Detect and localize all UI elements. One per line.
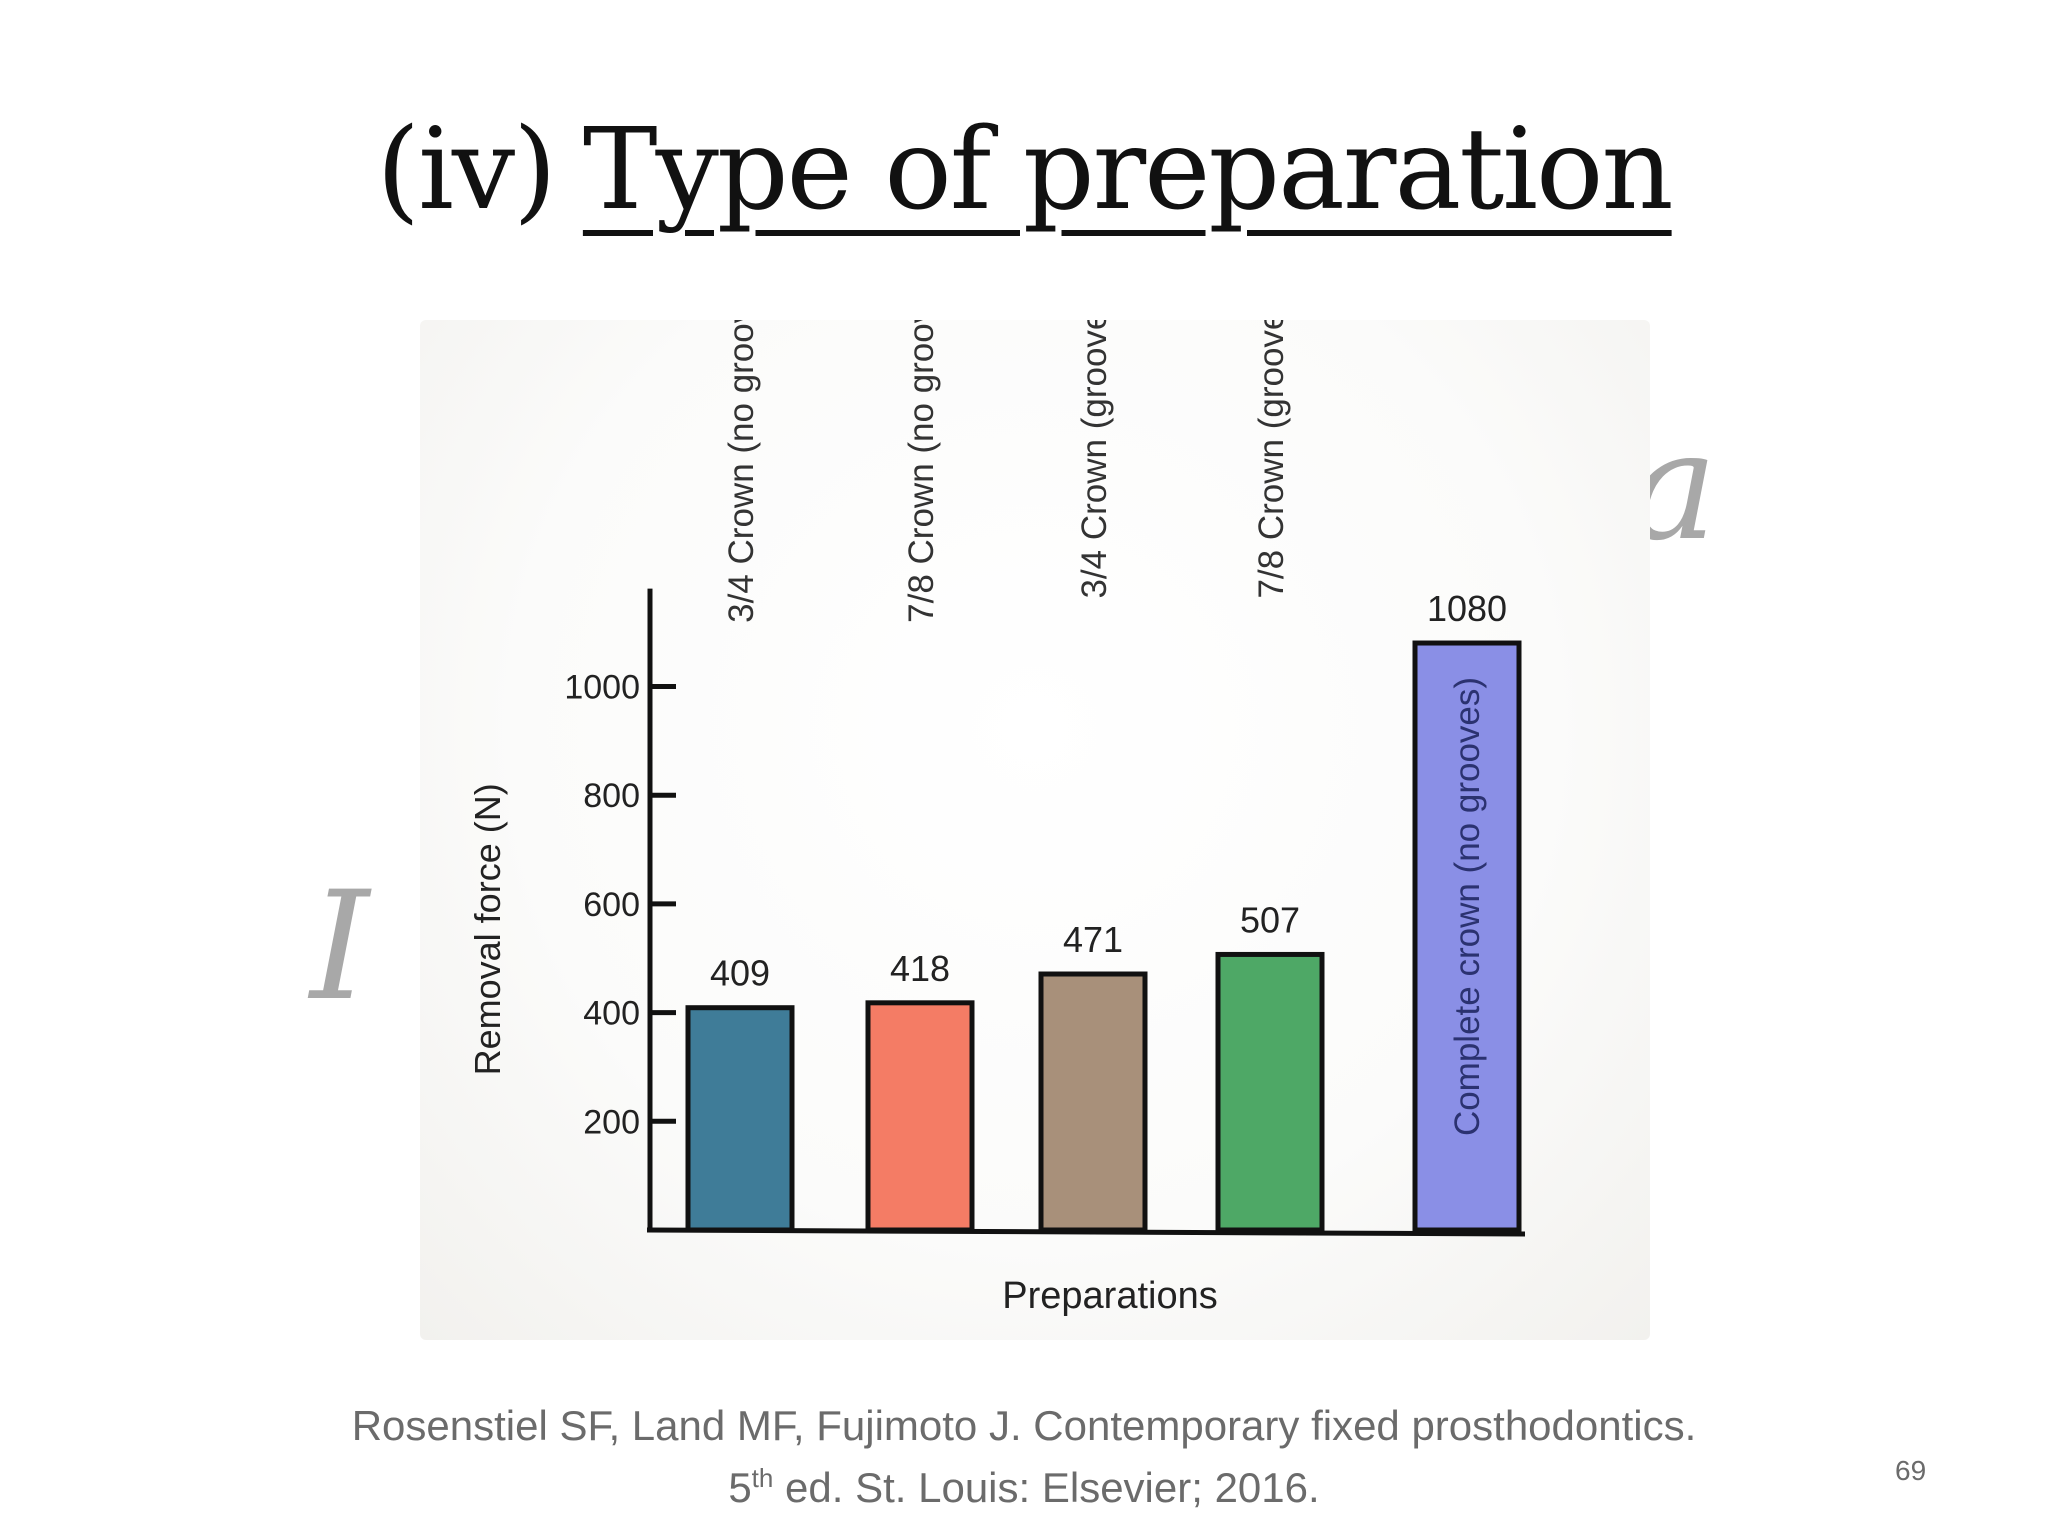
category-label: 3/4 Crown (grooves) (1075, 320, 1114, 599)
citation-edition-suffix: th (751, 1463, 774, 1493)
chart-photo: 200 400 600 800 1000 Removal force (N) Prepara… (420, 320, 1650, 1340)
category-label: 3/4 Crown (no grooves) (722, 320, 761, 623)
category-label: Complete crown (no grooves) (1448, 677, 1487, 1136)
bar-chart: 200 400 600 800 1000 Removal force (N) Prepara… (467, 320, 1526, 1317)
y-axis-title: Removal force (N) (467, 783, 508, 1075)
x-axis-title: Preparations (1002, 1275, 1217, 1317)
title-main: Type of preparation (582, 105, 1674, 235)
y-tick-label: 600 (583, 886, 640, 924)
slide-title: (iv) Type of preparation (0, 105, 2048, 235)
bar (865, 1000, 975, 1233)
bar-value-label: 471 (1063, 919, 1123, 960)
bar-value-label: 418 (890, 948, 950, 989)
citation: Rosenstiel SF, Land MF, Fujimoto J. Cont… (0, 1395, 2048, 1519)
citation-publisher: ed. St. Louis: Elsevier; 2016. (773, 1464, 1320, 1511)
bar (1412, 640, 1522, 1233)
citation-line-2: 5th ed. St. Louis: Elsevier; 2016. (0, 1457, 2048, 1519)
title-prefix: (iv) (376, 105, 556, 235)
citation-edition-number: 5 (728, 1464, 752, 1511)
y-tick-label: 200 (583, 1103, 640, 1141)
y-tick-label: 800 (583, 777, 640, 815)
page-number: 69 (1895, 1455, 1927, 1486)
y-tick-label: 400 (583, 995, 640, 1033)
bar-value-label: 409 (710, 953, 770, 994)
category-label: 7/8 Crown (no grooves) (902, 320, 941, 623)
bar (685, 1005, 795, 1233)
category-label: 7/8 Crown (grooves) (1252, 320, 1291, 599)
bar-value-label: 507 (1240, 899, 1300, 940)
y-tick-label: 1000 (564, 669, 640, 707)
watermark-left: I (310, 860, 370, 1034)
bar (1038, 971, 1148, 1233)
bar-value-label: 1080 (1427, 588, 1507, 629)
citation-line-1: Rosenstiel SF, Land MF, Fujimoto J. Cont… (351, 1402, 1697, 1449)
bar (1215, 951, 1325, 1233)
